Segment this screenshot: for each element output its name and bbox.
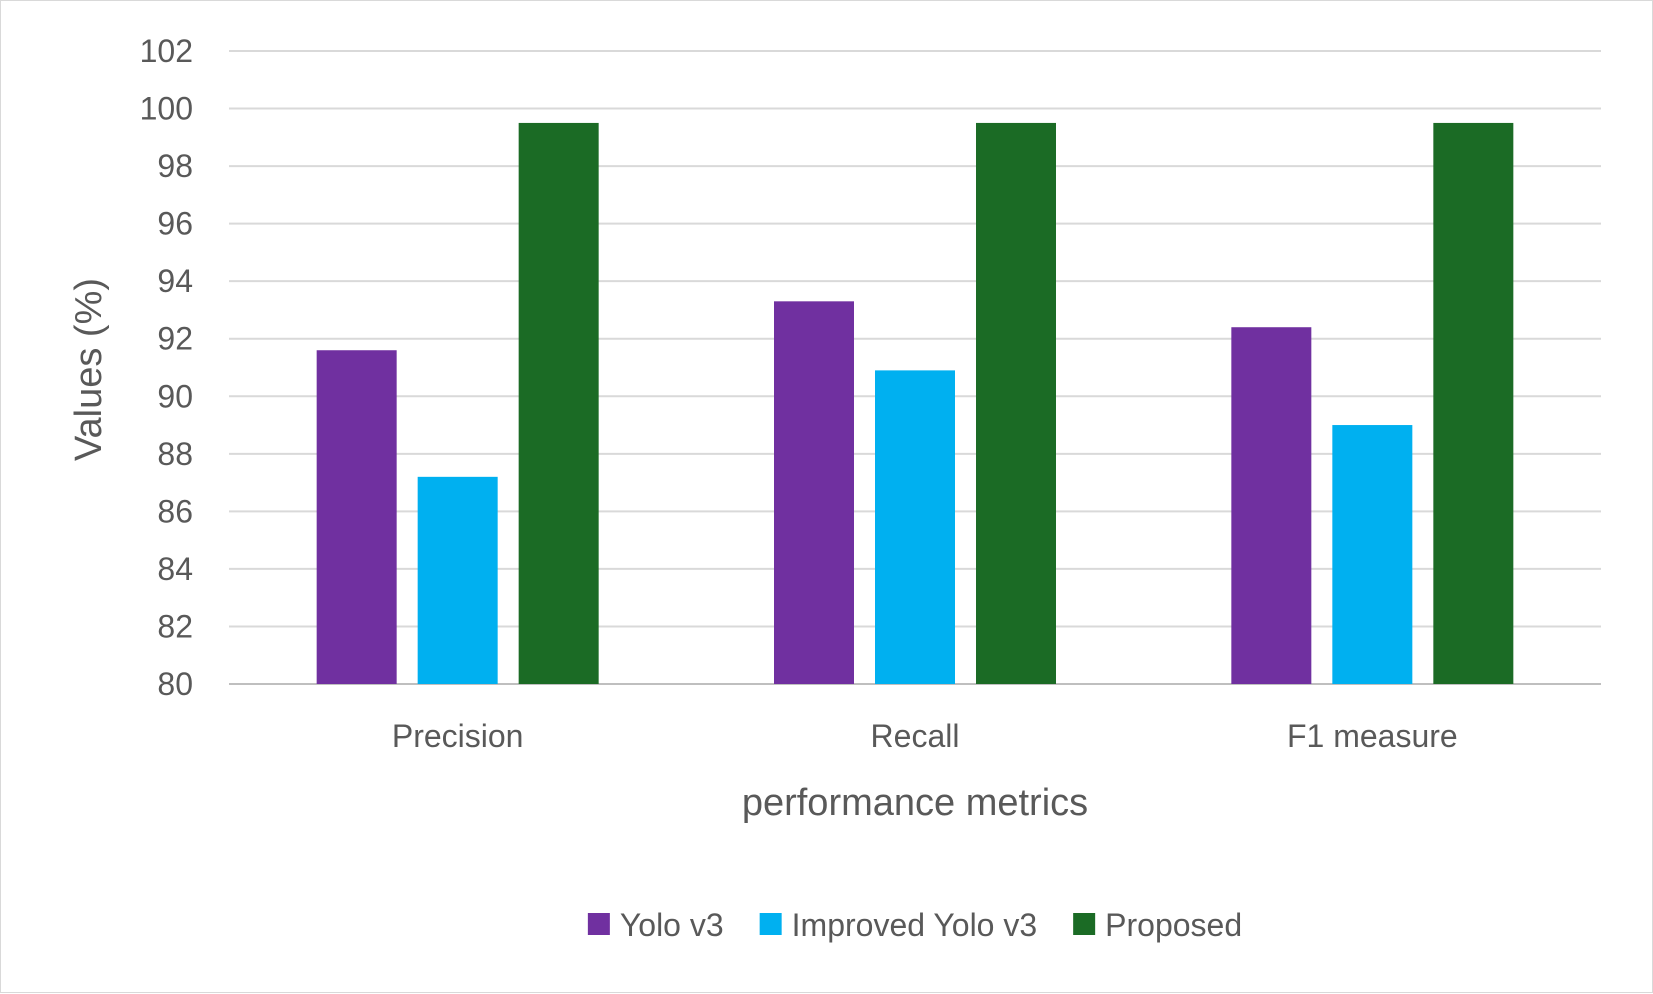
y-tick-label: 84 [157, 551, 193, 587]
bar-improved-yolo-v3-recall [875, 370, 955, 684]
bar-yolo-v3-precision [316, 350, 397, 684]
y-tick-label: 96 [157, 206, 193, 242]
legend: Yolo v3 Improved Yolo v3 Proposed [587, 907, 1242, 943]
y-tick-label: 82 [157, 608, 193, 644]
bar-proposed-precision [518, 122, 599, 684]
y-tick-label: 94 [157, 263, 193, 299]
y-tick-label: 92 [157, 321, 193, 357]
legend-swatch [759, 913, 782, 935]
legend-swatch [587, 913, 610, 935]
x-axis-title: performance metrics [742, 782, 1088, 824]
y-tick-label: 98 [157, 148, 193, 184]
bar-improved-yolo-v3-f1-measure [1332, 425, 1413, 684]
legend-swatch [1073, 913, 1096, 935]
bar-yolo-v3-f1-measure [1231, 327, 1312, 684]
x-category-label: Recall [871, 718, 960, 754]
bar-proposed-f1-measure [1433, 122, 1514, 684]
y-axis-title: Values (%) [68, 278, 110, 461]
bar-proposed-recall [976, 122, 1056, 684]
y-tick-label: 88 [157, 436, 193, 472]
x-category-label: F1 measure [1287, 718, 1458, 754]
y-tick-label: 100 [140, 91, 193, 127]
x-axis-categories: Precision Recall F1 measure [392, 718, 1458, 754]
y-tick-label: 86 [157, 493, 193, 529]
y-axis-ticks: 80 82 84 86 88 90 92 94 96 98 100 102 [140, 33, 193, 702]
y-tick-label: 80 [157, 666, 193, 702]
bars [316, 122, 1514, 684]
bar-improved-yolo-v3-precision [417, 476, 498, 684]
x-category-label: Precision [392, 718, 524, 754]
legend-label: Proposed [1105, 907, 1242, 943]
y-tick-label: 90 [157, 378, 193, 414]
y-tick-label: 102 [140, 33, 193, 69]
bar-yolo-v3-recall [774, 301, 854, 684]
legend-label: Yolo v3 [620, 907, 724, 943]
legend-label: Improved Yolo v3 [792, 907, 1038, 943]
